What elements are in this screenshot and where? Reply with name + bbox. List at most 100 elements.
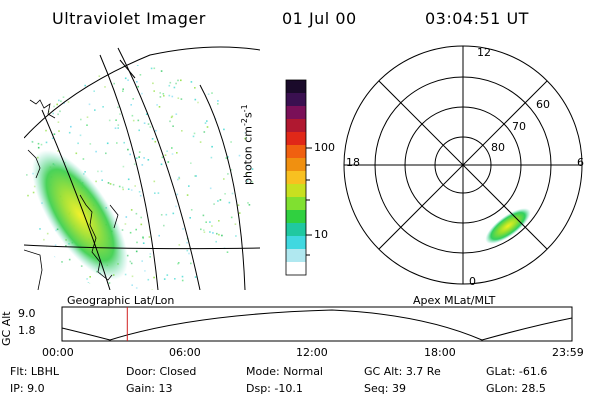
emission-speck <box>45 129 47 132</box>
emission-speck <box>174 278 176 280</box>
emission-speck <box>247 202 249 204</box>
emission-speck <box>178 244 181 246</box>
emission-speck <box>53 105 55 108</box>
emission-speck <box>206 120 208 122</box>
emission-speck <box>136 81 138 83</box>
emission-speck <box>216 232 218 235</box>
emission-speck <box>135 287 138 289</box>
emission-speck <box>122 165 125 168</box>
emission-speck <box>51 137 54 140</box>
emission-speck <box>115 119 117 121</box>
emission-speck <box>173 86 176 89</box>
emission-speck <box>108 282 111 284</box>
emission-speck <box>247 86 249 88</box>
left-panel-caption: Geographic Lat/Lon <box>67 294 175 307</box>
emission-speck <box>101 179 103 181</box>
emission-speck <box>199 141 202 143</box>
emission-speck <box>56 103 58 106</box>
emission-speck <box>43 264 46 267</box>
emission-speck <box>61 261 63 263</box>
emission-speck <box>89 143 92 145</box>
time-tick-1800: 18:00 <box>424 346 456 359</box>
emission-speck <box>122 88 124 90</box>
emission-speck <box>139 194 142 197</box>
emission-speck <box>192 135 195 138</box>
emission-speck <box>57 113 59 116</box>
mlt-label-12: 12 <box>477 46 491 59</box>
emission-speck <box>60 69 63 72</box>
emission-speck <box>102 106 104 108</box>
colorbar-segment <box>286 171 306 185</box>
emission-speck <box>106 142 109 145</box>
emission-speck <box>248 267 251 270</box>
emission-speck <box>228 201 231 204</box>
emission-speck <box>141 164 144 166</box>
emission-speck <box>175 205 177 208</box>
emission-speck <box>216 288 219 290</box>
emission-speck <box>130 209 133 211</box>
emission-speck <box>239 73 241 76</box>
emission-speck <box>138 156 140 158</box>
emission-speck <box>124 223 127 225</box>
emission-speck <box>112 183 115 186</box>
emission-speck <box>254 69 255 71</box>
emission-speck <box>256 113 258 115</box>
emission-speck <box>253 233 255 236</box>
emission-speck <box>150 67 153 70</box>
emission-speck <box>79 134 82 137</box>
time-tick-0600: 06:00 <box>169 346 201 359</box>
emission-speck <box>218 233 220 236</box>
emission-speck <box>230 280 232 282</box>
emission-speck <box>117 106 119 109</box>
emission-speck <box>123 141 125 144</box>
emission-speck <box>57 121 60 123</box>
emission-speck <box>188 252 190 255</box>
emission-speck <box>163 224 165 227</box>
emission-speck <box>113 82 115 85</box>
emission-speck <box>155 129 157 132</box>
emission-speck <box>63 274 65 277</box>
emission-speck <box>75 152 78 155</box>
emission-speck <box>82 158 85 160</box>
emission-speck <box>121 186 124 189</box>
emission-speck <box>182 228 184 230</box>
colorbar-tick-10: 10 <box>314 228 328 241</box>
emission-speck <box>142 236 144 239</box>
emission-speck <box>26 174 28 176</box>
emission-speck <box>205 221 207 223</box>
emission-speck <box>203 131 206 133</box>
emission-speck <box>157 192 160 194</box>
emission-speck <box>124 273 127 276</box>
emission-speck <box>80 265 83 267</box>
emission-speck <box>217 200 219 202</box>
emission-speck <box>238 154 241 157</box>
emission-speck <box>69 276 71 279</box>
emission-speck <box>147 278 150 281</box>
emission-speck <box>131 114 134 117</box>
emission-speck <box>134 185 136 187</box>
emission-speck <box>135 250 138 253</box>
geographic-image <box>24 46 260 290</box>
emission-speck <box>217 100 219 102</box>
emission-speck <box>48 110 50 113</box>
lat-lon-grid <box>24 46 260 290</box>
emission-speck <box>145 113 148 115</box>
emission-speck <box>114 127 117 129</box>
colorbar-segment <box>286 223 306 237</box>
emission-speck <box>148 236 151 238</box>
emission-speck <box>95 150 97 153</box>
emission-speck <box>251 181 254 183</box>
emission-speck <box>67 101 70 103</box>
time-tick-0000: 00:00 <box>42 346 74 359</box>
polar-auroral-emission <box>485 208 531 244</box>
emission-speck <box>249 81 252 83</box>
emission-speck <box>153 90 155 92</box>
emission-speck <box>178 176 180 179</box>
emission-speck <box>41 75 43 77</box>
emission-speck <box>60 100 62 103</box>
emission-speck <box>166 150 168 152</box>
emission-speck <box>60 264 62 266</box>
info-filter: Flt: LBHL <box>10 365 59 378</box>
colorbar-segment <box>286 106 306 120</box>
emission-speck <box>190 209 193 211</box>
